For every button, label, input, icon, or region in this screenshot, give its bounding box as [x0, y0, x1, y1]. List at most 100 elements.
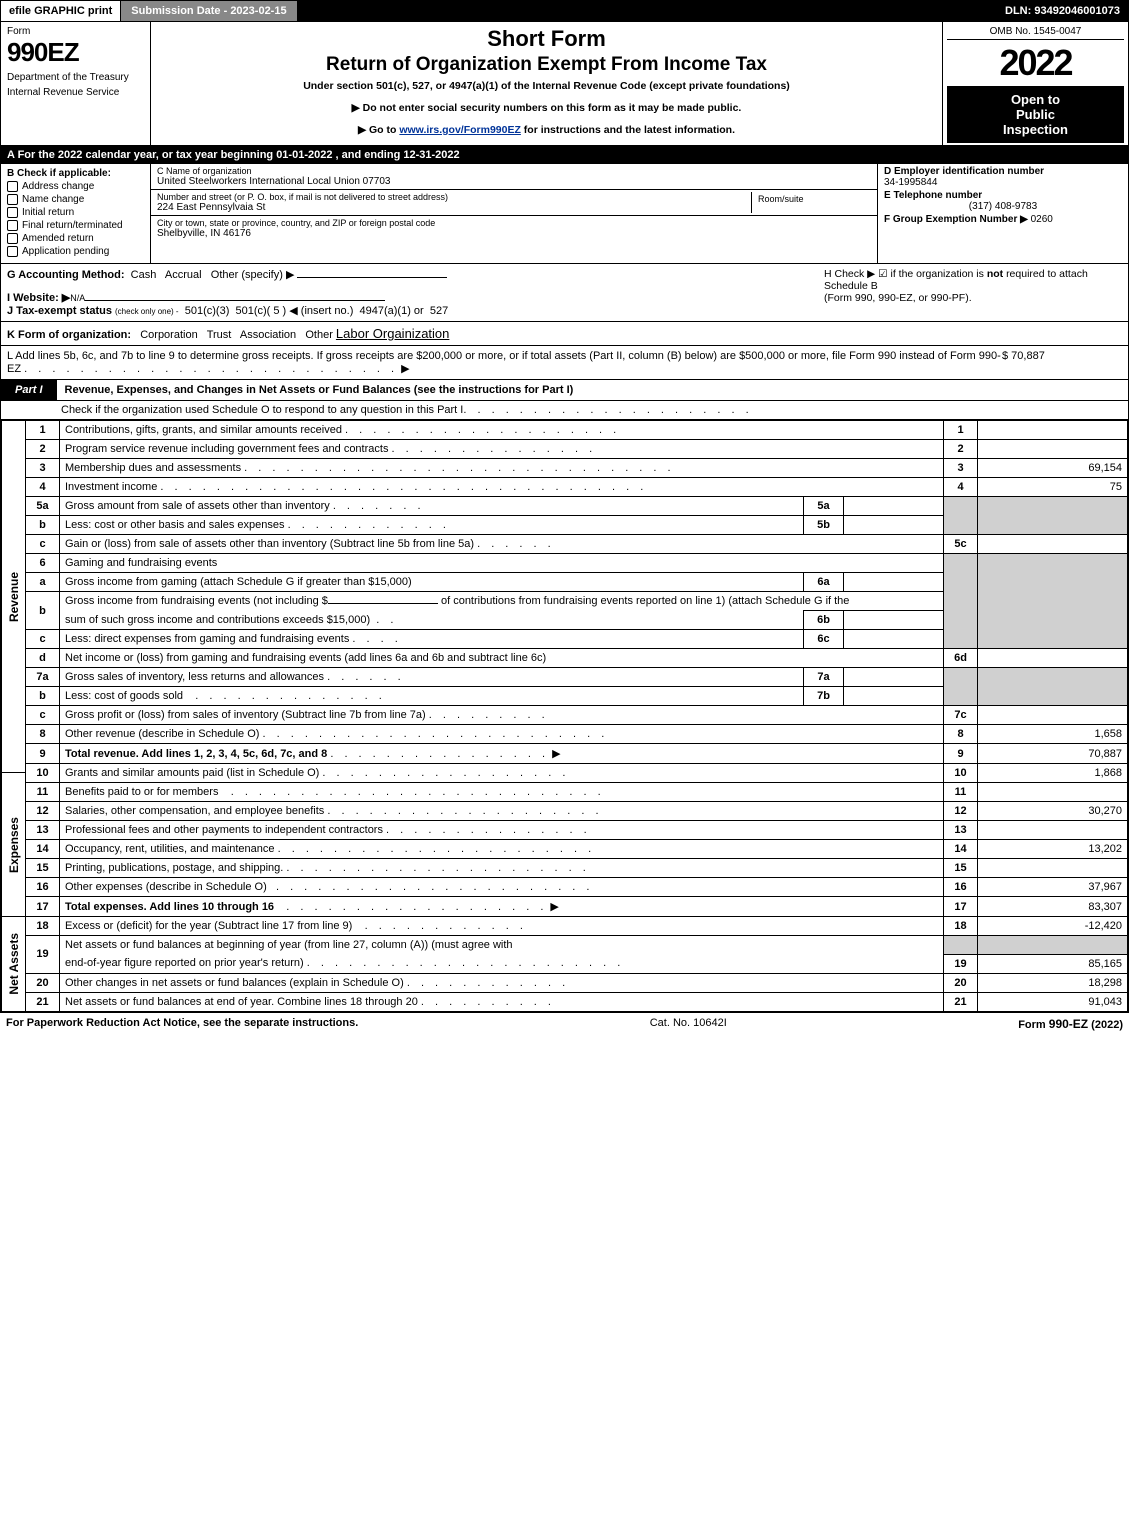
- open-inspection-box: Open to Public Inspection: [947, 86, 1124, 143]
- page-footer: For Paperwork Reduction Act Notice, see …: [0, 1013, 1129, 1035]
- dept-treasury: Department of the Treasury: [7, 72, 144, 83]
- e-tel-label: E Telephone number: [884, 190, 1122, 201]
- part-i-title: Revenue, Expenses, and Changes in Net As…: [57, 380, 1128, 400]
- line-j: J Tax-exempt status (check only one) - 5…: [7, 304, 812, 317]
- sidebar-labels: Revenue Expenses Net Assets: [1, 420, 25, 1012]
- g-other-input[interactable]: [297, 277, 447, 278]
- table-row: 10Grants and similar amounts paid (list …: [26, 764, 1128, 783]
- table-row: 18Excess or (deficit) for the year (Subt…: [26, 917, 1128, 936]
- open-line2: Public: [949, 107, 1122, 122]
- table-row: 9Total revenue. Add lines 1, 2, 3, 4, 5c…: [26, 744, 1128, 764]
- section-b-to-f: B Check if applicable: Address change Na…: [1, 164, 1128, 264]
- table-row: 13Professional fees and other payments t…: [26, 821, 1128, 840]
- table-row: 2Program service revenue including gover…: [26, 440, 1128, 459]
- part-i-label: Part I: [1, 380, 57, 400]
- footer-paperwork: For Paperwork Reduction Act Notice, see …: [6, 1017, 358, 1031]
- k-label: K Form of organization:: [7, 329, 131, 341]
- c-name-label: C Name of organization: [157, 166, 871, 176]
- main-table: Revenue Expenses Net Assets 1Contributio…: [1, 420, 1128, 1012]
- d-ein-label: D Employer identification number: [884, 166, 1122, 177]
- c-org-name: United Steelworkers International Local …: [157, 176, 871, 187]
- goto-pre: ▶ Go to: [358, 124, 399, 136]
- goto-link[interactable]: www.irs.gov/Form990EZ: [399, 124, 521, 136]
- open-line1: Open to: [949, 92, 1122, 107]
- dept-irs: Internal Revenue Service: [7, 87, 144, 98]
- i-label: I Website: ▶: [7, 292, 70, 304]
- table-row: 8Other revenue (describe in Schedule O) …: [26, 725, 1128, 744]
- c-city: Shelbyville, IN 46176: [157, 228, 871, 239]
- goto-line: ▶ Go to www.irs.gov/Form990EZ for instru…: [159, 124, 934, 136]
- lines-table: 1Contributions, gifts, grants, and simil…: [25, 420, 1128, 1012]
- b-address-change[interactable]: Address change: [7, 181, 144, 192]
- checkbox-icon[interactable]: [7, 194, 18, 205]
- j-label: J Tax-exempt status: [7, 305, 112, 317]
- section-d-e-f: D Employer identification number 34-1995…: [878, 164, 1128, 263]
- table-row: 17Total expenses. Add lines 10 through 1…: [26, 897, 1128, 917]
- f-grp-number: 0260: [1031, 214, 1053, 225]
- e-tel: (317) 408-9783: [884, 201, 1122, 212]
- form-number: 990EZ: [7, 37, 144, 68]
- table-row: 16Other expenses (describe in Schedule O…: [26, 878, 1128, 897]
- c-street-label: Number and street (or P. O. box, if mail…: [157, 192, 751, 202]
- checkbox-icon[interactable]: [7, 246, 18, 257]
- 6b-amount-input[interactable]: [328, 603, 438, 604]
- table-row: 14Occupancy, rent, utilities, and mainte…: [26, 840, 1128, 859]
- table-row: dNet income or (loss) from gaming and fu…: [26, 649, 1128, 668]
- table-row: 11Benefits paid to or for members . . . …: [26, 783, 1128, 802]
- header-left: Form 990EZ Department of the Treasury In…: [1, 22, 151, 145]
- sidebar-net-assets: Net Assets: [2, 916, 25, 1010]
- section-b: B Check if applicable: Address change Na…: [1, 164, 151, 263]
- table-row: 12Salaries, other compensation, and empl…: [26, 802, 1128, 821]
- line-a: A For the 2022 calendar year, or tax yea…: [1, 146, 1128, 164]
- i-website: N/A: [70, 293, 85, 303]
- b-application-pending[interactable]: Application pending: [7, 246, 144, 257]
- efile-print-label[interactable]: efile GRAPHIC print: [1, 1, 121, 21]
- line-l: L Add lines 5b, 6c, and 7b to line 9 to …: [1, 346, 1128, 380]
- return-title: Return of Organization Exempt From Incom…: [159, 54, 934, 76]
- table-row: 15Printing, publications, postage, and s…: [26, 859, 1128, 878]
- f-grp-label: F Group Exemption Number ▶: [884, 214, 1028, 225]
- footer-form: Form 990-EZ (2022): [1018, 1017, 1123, 1031]
- b-initial-return[interactable]: Initial return: [7, 207, 144, 218]
- d-ein: 34-1995844: [884, 177, 1122, 188]
- line-i: I Website: ▶N/A: [7, 291, 812, 304]
- table-row: 5aGross amount from sale of assets other…: [26, 497, 1128, 516]
- part-i-sub: Check if the organization used Schedule …: [1, 401, 1128, 420]
- c-street: 224 East Pennsylvaia St: [157, 202, 751, 213]
- header-right: OMB No. 1545-0047 2022 Open to Public In…: [943, 22, 1128, 145]
- line-g: G Accounting Method: Cash Accrual Other …: [1, 264, 818, 321]
- section-g-h: G Accounting Method: Cash Accrual Other …: [1, 264, 1128, 322]
- under-section: Under section 501(c), 527, or 4947(a)(1)…: [159, 80, 934, 92]
- dln: DLN: 93492046001073: [997, 1, 1128, 21]
- submission-date: Submission Date - 2023-02-15: [121, 1, 297, 21]
- table-row: 20Other changes in net assets or fund ba…: [26, 973, 1128, 992]
- form-word: Form: [7, 26, 144, 37]
- l-amount: $ 70,887: [1002, 350, 1122, 375]
- c-city-label: City or town, state or province, country…: [157, 218, 871, 228]
- goto-post: for instructions and the latest informat…: [521, 124, 735, 136]
- table-row: 7aGross sales of inventory, less returns…: [26, 668, 1128, 687]
- checkbox-icon[interactable]: [7, 207, 18, 218]
- checkbox-icon[interactable]: [7, 181, 18, 192]
- table-row: 1Contributions, gifts, grants, and simil…: [26, 421, 1128, 440]
- table-row: 3Membership dues and assessments . . . .…: [26, 459, 1128, 478]
- line-h: H Check ▶ ☑ if the organization is not r…: [818, 264, 1128, 321]
- b-final-return[interactable]: Final return/terminated: [7, 220, 144, 231]
- room-suite-label: Room/suite: [751, 192, 871, 213]
- checkbox-icon[interactable]: [7, 233, 18, 244]
- ssn-note: ▶ Do not enter social security numbers o…: [159, 102, 934, 114]
- table-row: 19Net assets or fund balances at beginni…: [26, 936, 1128, 955]
- tax-year: 2022: [947, 40, 1124, 86]
- sidebar-expenses: Expenses: [2, 772, 25, 916]
- b-amended-return[interactable]: Amended return: [7, 233, 144, 244]
- part-i-header: Part I Revenue, Expenses, and Changes in…: [1, 380, 1128, 401]
- h-not: not: [987, 268, 1003, 280]
- table-row: cGain or (loss) from sale of assets othe…: [26, 535, 1128, 554]
- checkbox-icon[interactable]: [7, 220, 18, 231]
- k-other-value: Labor Orgainization: [336, 326, 449, 341]
- b-name-change[interactable]: Name change: [7, 194, 144, 205]
- omb-number: OMB No. 1545-0047: [947, 24, 1124, 40]
- form-container: efile GRAPHIC print Submission Date - 20…: [0, 0, 1129, 1013]
- table-row: end-of-year figure reported on prior yea…: [26, 954, 1128, 973]
- sidebar-revenue: Revenue: [2, 421, 25, 772]
